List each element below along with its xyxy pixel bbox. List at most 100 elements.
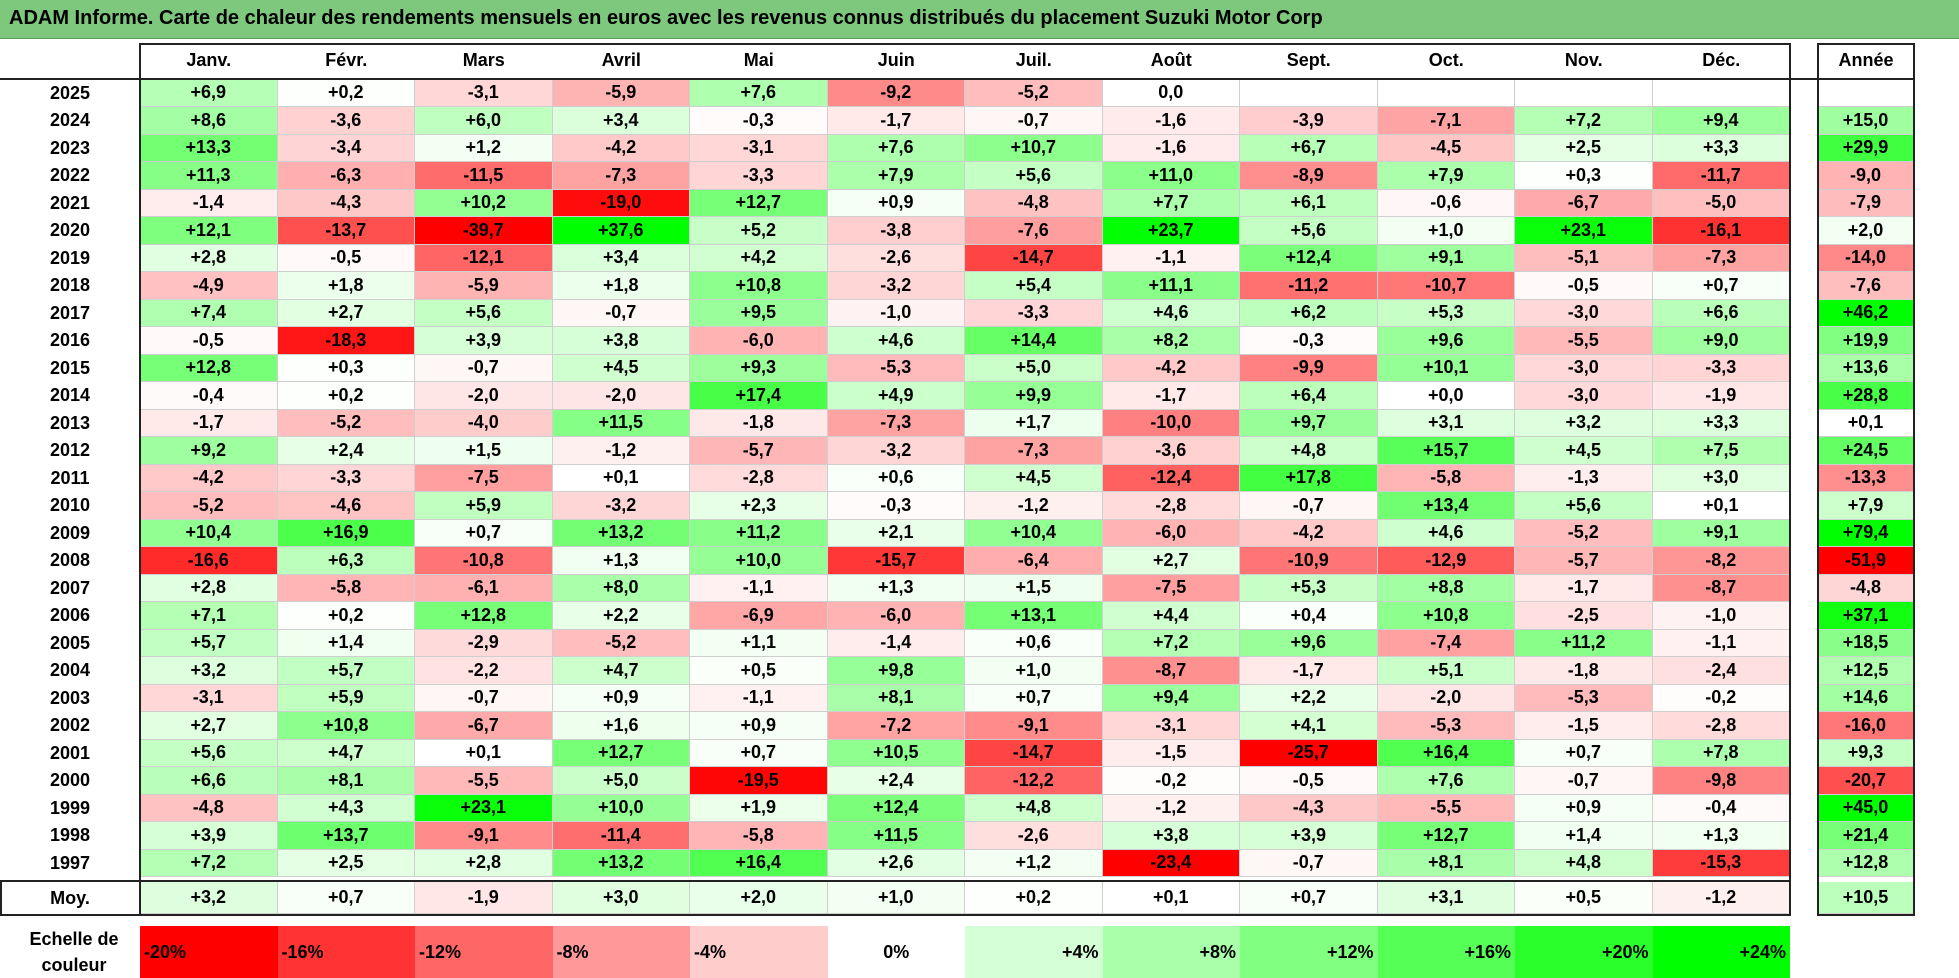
annual-cell: +9,3: [1818, 739, 1914, 767]
year-label: 2021: [49, 192, 91, 213]
heatmap-cell: -0,3: [827, 492, 965, 520]
heatmap-cell: -5,2: [552, 629, 690, 657]
year-label: 2009: [49, 522, 91, 543]
heatmap-cell: -1,7: [827, 107, 965, 135]
heatmap-cell: +5,6: [1240, 217, 1378, 245]
heatmap-cell: +16,9: [277, 519, 415, 547]
heatmap-cell: -1,9: [1652, 382, 1790, 410]
month-header: Mars: [462, 50, 505, 70]
heatmap-cell: -5,7: [690, 437, 828, 465]
heatmap-cell: -0,5: [1515, 272, 1653, 300]
heatmap-cell: -7,2: [827, 712, 965, 740]
average-cell: +0,2: [965, 882, 1103, 914]
heatmap-cell: +6,3: [277, 547, 415, 575]
color-scale-label: Echelle de couleur: [29, 929, 119, 975]
year-label: 2008: [49, 550, 91, 571]
color-scale-step: +20%: [1515, 926, 1653, 978]
heatmap-cell: +23,7: [1102, 217, 1240, 245]
heatmap-cell: -8,9: [1240, 162, 1378, 190]
heatmap-cell: +6,9: [140, 79, 278, 107]
heatmap-cell: +4,3: [277, 794, 415, 822]
month-header: Juil.: [1015, 50, 1052, 70]
heatmap-cell: +1,8: [552, 272, 690, 300]
annual-cell: +24,5: [1818, 437, 1914, 465]
heatmap-cell: +2,3: [690, 492, 828, 520]
color-scale-step: -12%: [415, 926, 553, 978]
heatmap-cell: +12,7: [1377, 822, 1515, 850]
heatmap-cell: +13,7: [277, 822, 415, 850]
month-header: Mai: [743, 50, 774, 70]
heatmap-cell: +2,7: [277, 299, 415, 327]
heatmap-cell: +13,2: [552, 519, 690, 547]
heatmap-cell: -16,1: [1652, 217, 1790, 245]
heatmap-cell: -12,9: [1377, 547, 1515, 575]
heatmap-cell: -0,7: [965, 107, 1103, 135]
heatmap-cell: +1,4: [277, 629, 415, 657]
heatmap-cell: -0,6: [1377, 189, 1515, 217]
heatmap-cell: +12,1: [140, 217, 278, 245]
color-scale-step: -16%: [277, 926, 415, 978]
heatmap-cell: -1,7: [1102, 382, 1240, 410]
heatmap-cell: -1,5: [1102, 739, 1240, 767]
heatmap-cell: +2,5: [1515, 134, 1653, 162]
annual-cell: +14,6: [1818, 684, 1914, 712]
heatmap-cell: +6,1: [1240, 189, 1378, 217]
heatmap-cell: +23,1: [1515, 217, 1653, 245]
year-label: 2001: [49, 742, 91, 763]
heatmap-cell: +7,8: [1652, 739, 1790, 767]
heatmap-cell: +9,3: [690, 354, 828, 382]
heatmap-cell: -0,5: [1240, 767, 1378, 795]
heatmap-cell: +5,9: [277, 684, 415, 712]
heatmap-cell: +2,2: [552, 602, 690, 630]
heatmap-cell: -8,7: [1102, 657, 1240, 685]
heatmap-cell: -2,2: [415, 657, 553, 685]
heatmap-cell: -19,0: [552, 189, 690, 217]
heatmap-cell: +5,1: [1377, 657, 1515, 685]
heatmap-cell: -1,0: [1652, 602, 1790, 630]
heatmap-cell: -9,2: [827, 79, 965, 107]
heatmap-cell: -0,3: [1240, 327, 1378, 355]
heatmap-cell: +5,3: [1377, 299, 1515, 327]
heatmap-cell: -5,5: [415, 767, 553, 795]
color-scale-step: +24%: [1652, 926, 1790, 978]
heatmap-cell: -4,9: [140, 272, 278, 300]
heatmap-cell: +8,2: [1102, 327, 1240, 355]
heatmap-cell: -1,7: [1515, 574, 1653, 602]
year-label: 2004: [49, 660, 91, 681]
heatmap-cell: -2,9: [415, 629, 553, 657]
month-header: Déc.: [1702, 50, 1741, 70]
heatmap-cell: +8,6: [140, 107, 278, 135]
heatmap-cell: +17,8: [1240, 464, 1378, 492]
heatmap-cell: +7,9: [1377, 162, 1515, 190]
year-label: 2002: [49, 715, 91, 736]
heatmap-cell: -2,8: [1652, 712, 1790, 740]
average-cell: +0,1: [1102, 882, 1240, 914]
annual-cell: -13,3: [1818, 464, 1914, 492]
average-cell: +0,7: [277, 882, 415, 914]
heatmap-cell: +10,8: [690, 272, 828, 300]
annual-cell: +0,1: [1818, 409, 1914, 437]
heatmap-cell: -0,7: [1240, 849, 1378, 877]
heatmap-cell: -7,3: [965, 437, 1103, 465]
heatmap-cell: -7,5: [415, 464, 553, 492]
heatmap-cell: +9,6: [1377, 327, 1515, 355]
heatmap-cell: +10,1: [1377, 354, 1515, 382]
heatmap-cell: -3,3: [965, 299, 1103, 327]
heatmap-cell: -1,8: [690, 409, 828, 437]
heatmap-cell: +7,6: [1377, 767, 1515, 795]
heatmap-cell: +2,2: [1240, 684, 1378, 712]
heatmap-cell: -1,2: [965, 492, 1103, 520]
heatmap-cell: -6,9: [690, 602, 828, 630]
heatmap-cell: +7,7: [1102, 189, 1240, 217]
heatmap-cell: -1,4: [140, 189, 278, 217]
heatmap-cell: -1,5: [1515, 712, 1653, 740]
average-cell: +0,7: [1240, 882, 1378, 914]
heatmap-cell: +4,6: [1377, 519, 1515, 547]
heatmap-cell: +4,8: [1515, 849, 1653, 877]
year-label: 2018: [49, 275, 91, 296]
heatmap-cell: -8,7: [1652, 574, 1790, 602]
heatmap-cell: -1,1: [690, 684, 828, 712]
heatmap-cell: +7,9: [827, 162, 965, 190]
heatmap-cell: +4,4: [1102, 602, 1240, 630]
heatmap-cell: -4,2: [552, 134, 690, 162]
